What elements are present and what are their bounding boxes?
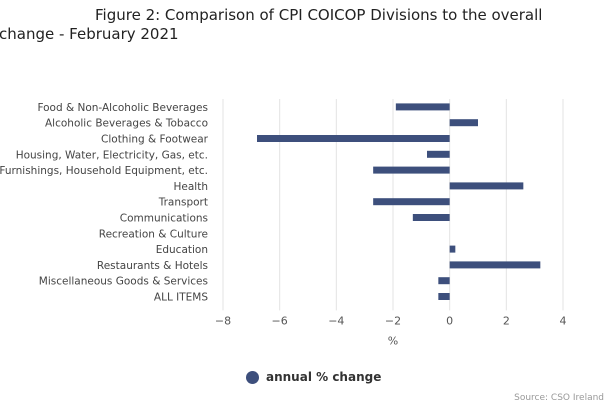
chart-title-line-1: Figure 2: Comparison of CPI COICOP Divis… [95, 6, 543, 24]
category-label: Communications [120, 213, 208, 225]
category-label: Health [174, 181, 208, 193]
x-tick-label: 0 [446, 314, 453, 327]
x-tick-label: −2 [385, 314, 401, 327]
x-tick-label: 4 [560, 314, 567, 327]
x-tick-label: −6 [272, 314, 288, 327]
legend-marker-icon [246, 370, 259, 384]
category-label: Recreation & Culture [99, 228, 208, 240]
category-label: Food & Non-Alcoholic Beverages [37, 102, 208, 114]
bar [412, 214, 450, 221]
chart-title-line-2: change - February 2021 [0, 25, 179, 43]
category-label: Restaurants & Hotels [97, 260, 208, 272]
source-note: Source: CSO Ireland [514, 393, 604, 403]
bar [449, 119, 478, 127]
category-label: Alcoholic Beverages & Tobacco [45, 118, 208, 130]
bar [449, 245, 456, 253]
legend-label: annual % change [266, 370, 382, 384]
x-axis-title: % [388, 334, 398, 347]
category-label: Transport [158, 197, 208, 209]
bar [449, 261, 541, 269]
bar [257, 135, 450, 142]
category-label: Furnishings, Household Equipment, etc. [0, 165, 208, 177]
category-label: ALL ITEMS [154, 292, 208, 304]
category-label: Miscellaneous Goods & Services [39, 276, 208, 288]
bar [373, 198, 450, 206]
bar [395, 103, 450, 111]
bar [427, 150, 450, 158]
bar [438, 293, 450, 300]
bar [438, 277, 450, 285]
legend[interactable]: annual % change [246, 370, 381, 384]
category-label: Clothing & Footwear [101, 134, 209, 146]
x-tick-label: −4 [328, 314, 344, 327]
bar [373, 166, 450, 174]
x-tick-label: −8 [215, 314, 231, 327]
category-label: Education [156, 244, 208, 256]
category-label: Housing, Water, Electricity, Gas, etc. [16, 149, 208, 161]
x-tick-label: 2 [503, 314, 510, 327]
bar [449, 182, 524, 190]
